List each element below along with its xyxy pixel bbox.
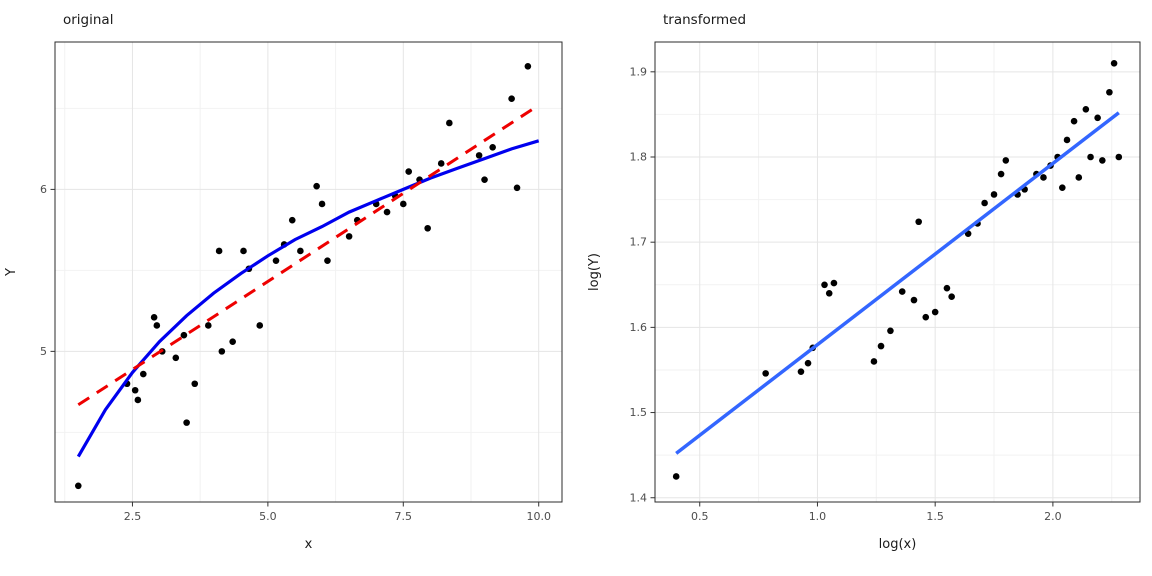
- fit-lines: [76, 103, 540, 458]
- y-axis: 1.4 1.5 1.6 1.7 1.8 1.9: [630, 65, 655, 504]
- svg-text:1.0: 1.0: [809, 510, 827, 523]
- svg-text:1.8: 1.8: [630, 151, 648, 164]
- panel-original: original 2.5 5.0 7.5 10.0 5 6 x Y: [4, 12, 563, 552]
- x-axis-title: x: [305, 537, 313, 552]
- panel-transformed: transformed 0.5 1.0 1.5 2.0 1.4 1.5 1.6 1.7 1.8 1…: [576, 0, 1152, 576]
- minor-gridlines: [55, 42, 562, 502]
- major-gridlines: [655, 42, 1140, 502]
- major-gridlines: [55, 42, 562, 502]
- x-axis-title: log(x): [879, 537, 917, 552]
- x-axis: 0.5 1.0 1.5 2.0: [691, 502, 1062, 523]
- panel-title-original: original: [63, 12, 114, 28]
- svg-text:1.6: 1.6: [630, 321, 648, 334]
- svg-text:1.5: 1.5: [926, 510, 944, 523]
- linear-fit-dashed: [77, 103, 540, 407]
- x-axis: 2.5 5.0 7.5 10.0: [124, 502, 551, 523]
- svg-text:7.5: 7.5: [395, 510, 413, 523]
- svg-text:1.9: 1.9: [630, 65, 648, 78]
- y-axis-title: log(Y): [587, 253, 602, 291]
- panel-title-transformed: transformed: [663, 12, 747, 28]
- svg-text:1.7: 1.7: [630, 236, 648, 249]
- log-fit-curve: [76, 139, 540, 458]
- svg-text:2.5: 2.5: [124, 510, 142, 523]
- svg-text:2.0: 2.0: [1044, 510, 1062, 523]
- svg-text:5.0: 5.0: [259, 510, 277, 523]
- fit-lines: [675, 111, 1120, 455]
- svg-text:5: 5: [40, 345, 47, 358]
- panel-background: [55, 42, 562, 502]
- svg-text:0.5: 0.5: [691, 510, 709, 523]
- y-axis-title: Y: [4, 268, 19, 277]
- plot-transformed: 0.5 1.0 1.5 2.0 1.4 1.5 1.6 1.7 1.8 1.9 log(x) log(…: [587, 41, 1141, 552]
- svg-text:10.0: 10.0: [526, 510, 551, 523]
- panel-border: [654, 41, 1141, 503]
- panel-border: [54, 41, 563, 503]
- svg-text:6: 6: [40, 183, 47, 196]
- panel-background: [655, 42, 1140, 502]
- svg-text:1.4: 1.4: [630, 491, 648, 504]
- y-axis: 56: [40, 183, 55, 358]
- linear-fit: [675, 111, 1120, 455]
- svg-text:1.5: 1.5: [630, 406, 648, 419]
